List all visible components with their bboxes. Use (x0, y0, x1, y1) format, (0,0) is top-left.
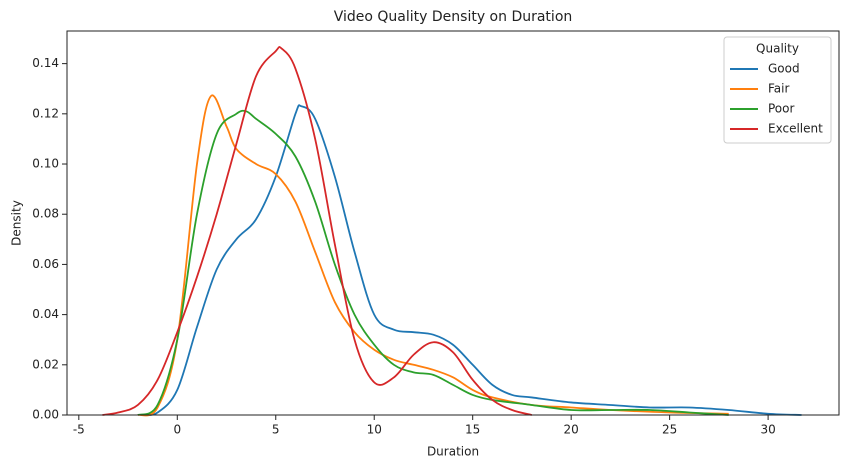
y-tick-label: 0.02 (32, 357, 59, 371)
x-tick-label: 10 (367, 423, 382, 437)
x-tick-label: 0 (173, 423, 181, 437)
legend-label: Excellent (768, 122, 823, 136)
x-tick-label: 20 (564, 423, 579, 437)
legend-box (723, 36, 832, 144)
legend-title: Quality (756, 42, 799, 56)
x-tick-label: 15 (465, 423, 480, 437)
density-line (141, 104, 802, 417)
y-tick-label: 0.14 (32, 56, 59, 70)
y-tick-label: 0.08 (32, 207, 59, 221)
legend-label: Fair (768, 82, 789, 96)
y-tick-label: 0.00 (32, 408, 59, 422)
density-line (102, 45, 532, 416)
x-axis-label: Duration (427, 445, 479, 459)
y-tick-label: 0.10 (32, 157, 59, 171)
y-tick-label: 0.12 (32, 106, 59, 120)
y-axis-label: Density (10, 200, 24, 246)
x-tick-label: 25 (662, 423, 677, 437)
x-tick-label: 5 (272, 423, 280, 437)
density-line (137, 94, 729, 417)
plot-frame (66, 30, 840, 416)
x-tick-label: -5 (73, 423, 85, 437)
x-tick-label: 30 (760, 423, 775, 437)
y-tick-label: 0.04 (32, 307, 59, 321)
legend-label: Poor (768, 102, 794, 116)
density-line (137, 109, 729, 416)
y-tick-label: 0.06 (32, 257, 59, 271)
chart-title: Video Quality Density on Duration (334, 9, 573, 25)
legend-label: Good (768, 62, 800, 76)
